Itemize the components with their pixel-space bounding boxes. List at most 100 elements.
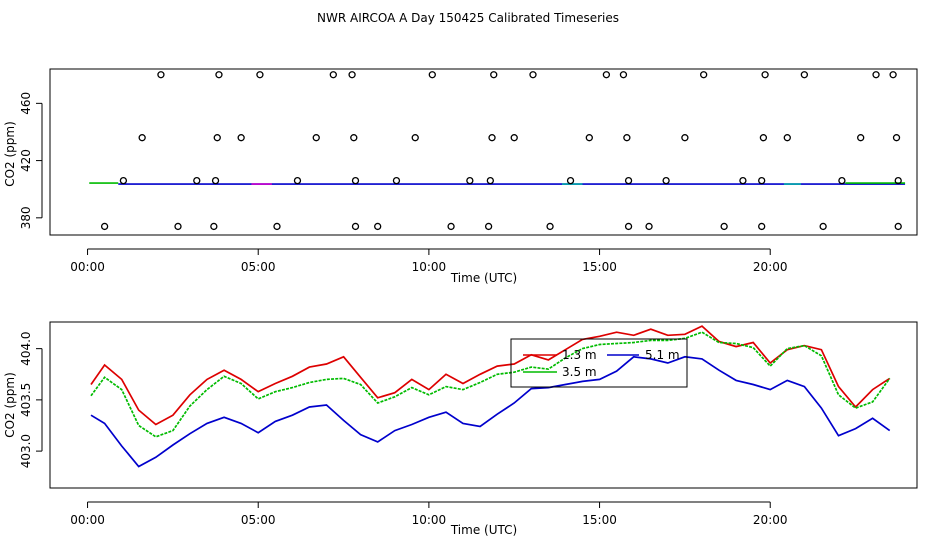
flag-point (428, 71, 436, 79)
flag-point (193, 176, 201, 185)
baseline-series-top (89, 182, 906, 185)
flag-point (623, 134, 631, 142)
flag-point (174, 222, 182, 231)
flag-point (872, 71, 880, 79)
flag-point (138, 134, 146, 142)
flag-points-top (100, 71, 902, 231)
flag-point (892, 134, 901, 142)
flag-point (739, 176, 747, 185)
x-axis-label-top: Time (UTC) (450, 271, 517, 285)
y-tick-label: 403.0 (19, 434, 33, 468)
legend-label-1: 1.3 m (562, 348, 597, 362)
flag-point (619, 71, 628, 79)
flag-point (488, 134, 496, 142)
flag-point (256, 71, 264, 79)
flag-point (510, 134, 518, 142)
flag-point (645, 222, 653, 231)
flag-point (894, 176, 902, 185)
flag-point (759, 134, 768, 142)
panel-top: CO2 (ppm) Time (UTC) 00:00 05:00 10:00 15:0… (3, 68, 918, 285)
flag-point (348, 71, 356, 79)
flag-point (293, 176, 302, 185)
flag-point (857, 134, 865, 142)
flag-point (484, 222, 493, 231)
flag-point (800, 71, 809, 79)
flag-point (329, 71, 337, 79)
flag-point (838, 176, 846, 185)
y-tick-label: 404.0 (19, 331, 33, 365)
plot-frame-bottom (49, 321, 918, 489)
flag-point (624, 222, 633, 231)
flag-point (213, 134, 221, 142)
flag-point (447, 222, 455, 231)
flag-point (585, 134, 593, 142)
legend-label-3: 5.1 m (645, 348, 680, 362)
x-tick-label: 00:00 (70, 513, 105, 527)
flag-point (720, 222, 728, 231)
series-lines-bottom (90, 325, 891, 468)
x-ticks-top: 00:00 05:00 10:00 15:00 20:00 (70, 248, 788, 274)
flag-point (211, 176, 220, 185)
x-tick-label: 15:00 (582, 513, 617, 527)
flag-point (350, 134, 358, 142)
flag-point (351, 176, 360, 185)
y-axis-label-bottom: CO2 (ppm) (3, 372, 17, 438)
flag-point (273, 222, 281, 231)
flag-point (411, 134, 419, 142)
flag-point (374, 222, 382, 231)
x-tick-label: 05:00 (241, 260, 276, 274)
flag-point (624, 176, 633, 185)
x-tick-label: 00:00 (70, 260, 105, 274)
x-tick-label: 15:00 (582, 260, 617, 274)
y-ticks-bottom: 403.0 403.5 404.0 (19, 331, 43, 468)
legend-label-2: 3.5 m (562, 365, 597, 379)
x-axis-label-bottom: Time (UTC) (450, 523, 517, 537)
flag-point (889, 71, 897, 79)
flag-point (237, 134, 245, 142)
flag-point (100, 222, 109, 231)
y-tick-label: 420 (19, 149, 33, 172)
x-tick-label: 10:00 (412, 513, 447, 527)
legend: 1.3 m 5.1 m 3.5 m (510, 338, 688, 388)
flag-point (312, 134, 320, 142)
x-tick-label: 10:00 (412, 260, 447, 274)
flag-point (529, 71, 537, 79)
flag-point (210, 222, 218, 231)
series-line-3-5-m (90, 331, 891, 438)
flag-point (662, 176, 670, 185)
series-line-1-3-m (90, 325, 891, 426)
flag-point (157, 71, 165, 79)
x-ticks-bottom: 00:00 05:00 10:00 15:00 20:00 (70, 501, 788, 527)
flag-point (761, 71, 769, 79)
flag-point (215, 71, 223, 79)
chart-title: NWR AIRCOA A Day 150425 Calibrated Times… (317, 11, 619, 25)
y-ticks-top: 380 420 460 (19, 92, 43, 229)
flag-point (602, 71, 611, 79)
flag-point (351, 222, 360, 231)
panel-bottom: CO2 (ppm) Time (UTC) 00:00 05:00 10:00 15:0… (3, 321, 918, 537)
flag-point (546, 222, 554, 231)
x-tick-label: 05:00 (241, 513, 276, 527)
flag-point (758, 176, 766, 185)
legend-box (510, 338, 688, 388)
flag-point (758, 222, 766, 231)
flag-point (894, 222, 902, 231)
y-tick-label: 460 (19, 92, 33, 115)
flag-point (466, 176, 474, 185)
y-axis-label-top: CO2 (ppm) (3, 121, 17, 187)
flag-point (392, 176, 401, 185)
series-line-5-1-m (90, 355, 891, 468)
flag-point (566, 176, 575, 185)
y-tick-label: 403.5 (19, 383, 33, 417)
flag-point (819, 222, 827, 231)
flag-point (486, 176, 494, 185)
flag-point (490, 71, 498, 79)
flag-point (681, 134, 689, 142)
y-tick-label: 380 (19, 206, 33, 229)
plot-frame-top (49, 68, 918, 236)
flag-point (119, 176, 128, 185)
x-tick-label: 20:00 (753, 513, 788, 527)
x-tick-label: 20:00 (753, 260, 788, 274)
flag-point (700, 71, 708, 79)
